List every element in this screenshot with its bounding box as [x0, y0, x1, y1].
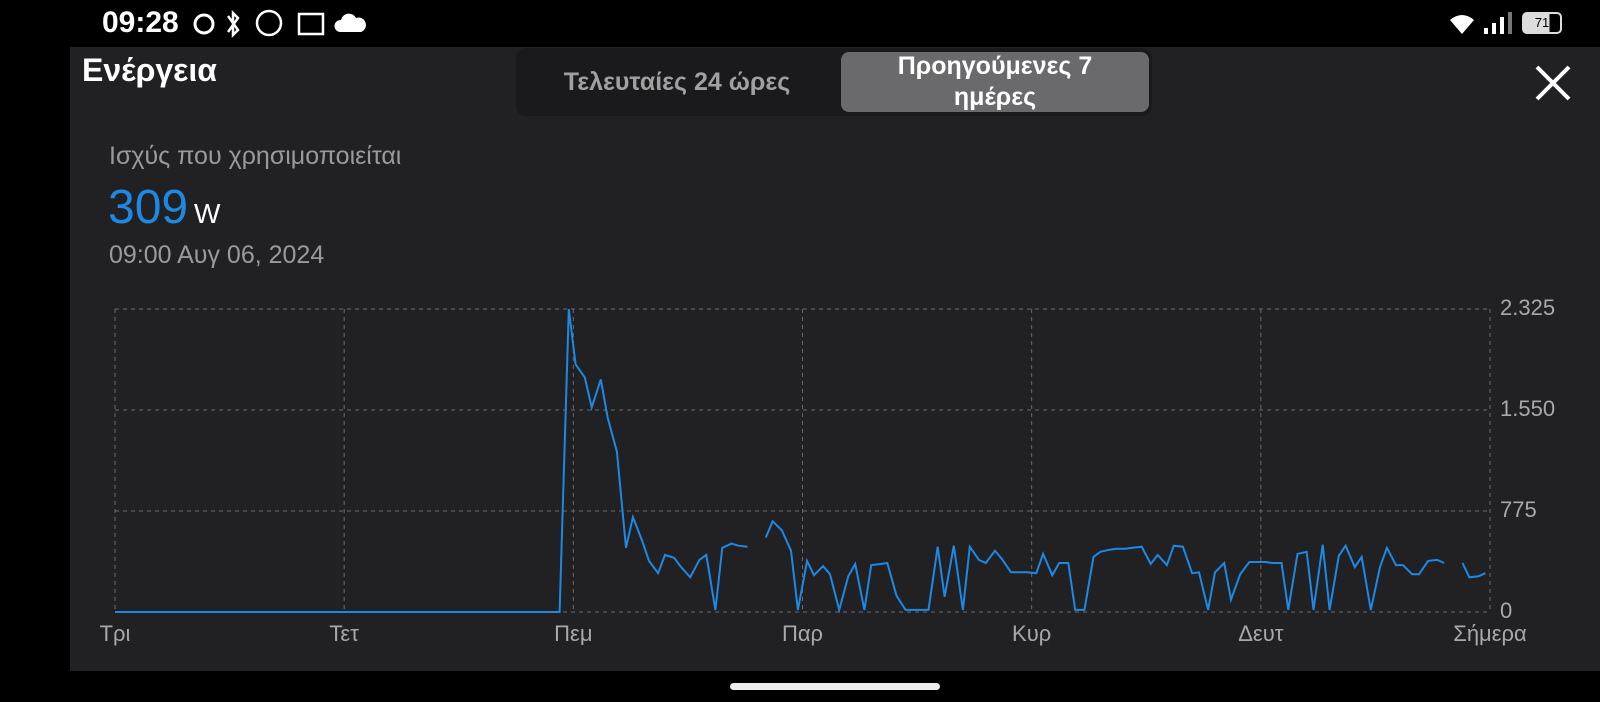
home-indicator[interactable] [730, 683, 940, 690]
x-tick-label: Σήμερα [1453, 621, 1527, 646]
y-tick-label: 1.550 [1500, 396, 1555, 421]
status-time: 09:28 [102, 6, 179, 39]
x-tick-label: Κυρ [1012, 621, 1051, 646]
close-button[interactable] [1534, 64, 1572, 102]
x-tick-label: Τετ [329, 621, 359, 646]
tab-group: Τελευταίες 24 ώρες Προηγούμενες 7 ημέρες [516, 48, 1152, 116]
metric-timestamp: 09:00 Αυγ 06, 2024 [109, 241, 325, 269]
tab[interactable]: Τελευταίες 24 ώρες [563, 67, 791, 96]
metric-unit: W [194, 198, 221, 229]
y-tick-label: 0 [1500, 598, 1512, 623]
battery: 71 [1522, 12, 1562, 34]
metric-label: Ισχύς που χρησιμοποιείται [109, 142, 402, 170]
x-tick-label: Παρ [782, 621, 823, 646]
page-title: Ενέργεια [82, 52, 217, 88]
x-tick-label: Τρι [100, 621, 131, 646]
status-icons [193, 9, 366, 39]
metric-value: 309 [108, 181, 189, 234]
x-tick-label: Πεμ [554, 621, 592, 646]
y-tick-label: 775 [1500, 497, 1537, 522]
data-line [115, 308, 1486, 614]
x-tick-label: Δευτ [1238, 621, 1284, 646]
chart: 0 775 1.550 2.325 Τρι Τετ Πεμ Παρ Κυρ Δευτ Σήμερα [100, 295, 1555, 646]
y-tick-label: 2.325 [1500, 295, 1555, 320]
signal-icons [1450, 12, 1512, 34]
tab-selected[interactable]: Προηγούμενες 7 ημέρες [841, 52, 1149, 112]
panel [70, 47, 1600, 671]
